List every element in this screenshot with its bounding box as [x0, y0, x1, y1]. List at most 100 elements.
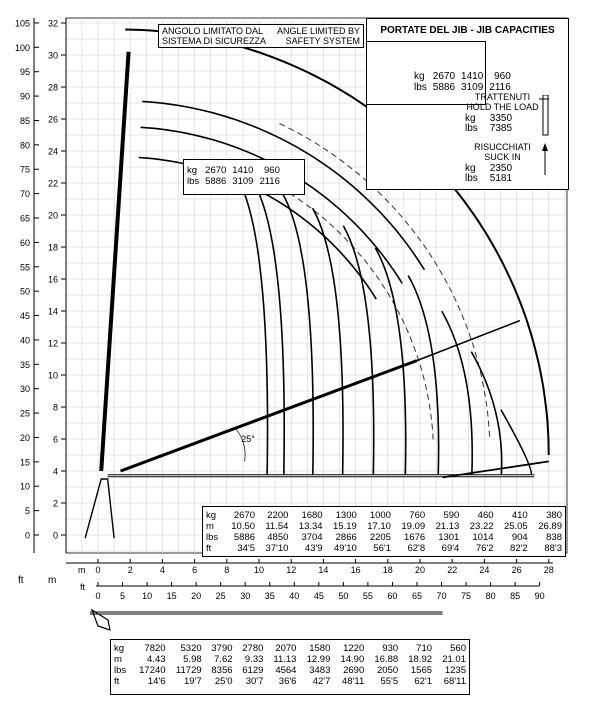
ft-tick-label: 40 [20, 335, 30, 345]
bottom-unit-ft: ft [114, 676, 120, 687]
hold-load-block: TRATTENUTI HOLD THE LOAD kg 3350 lbs 738… [465, 92, 540, 134]
hold-lbs-unit: lbs [465, 123, 478, 134]
x-m-tick-label: 16 [351, 565, 361, 575]
ft-tick-label: 90 [20, 92, 30, 102]
main-cell-ft: 34'5 [237, 543, 256, 554]
bottom-cell-ft: 36'6 [278, 676, 297, 687]
bottom-cell-m: 9.33 [244, 654, 264, 665]
x-m-tick-label: 22 [447, 565, 457, 575]
bottom-cell-ft: 14'6 [147, 676, 166, 687]
x-m-tick-label: 28 [544, 565, 554, 575]
base-crane-head [90, 608, 111, 631]
main-cell-ft: 76'2 [475, 543, 494, 554]
unit-lbs: lbs [414, 82, 427, 93]
bottom-cell-lbs: 2690 [343, 665, 365, 676]
inner-unit-kg: kg [187, 165, 198, 176]
horizontal-jib [442, 460, 549, 479]
capacity-curve [282, 193, 315, 476]
m-tick-label: 4 [53, 467, 58, 477]
bottom-cell-kg: 5320 [180, 643, 202, 654]
x-m-tick-label: 10 [254, 565, 264, 575]
x-m-tick-label: 26 [512, 565, 522, 575]
m-tick-label: 32 [48, 19, 58, 29]
main-cell-ft: 56'1 [373, 543, 391, 554]
capacity-curve [407, 275, 440, 476]
inner-lbs-3: 2116 [259, 176, 280, 187]
bottom-cell-m: 7.62 [214, 654, 233, 665]
main-cell-ft: 88'3 [544, 543, 562, 554]
main-cell-m: 19.09 [401, 521, 426, 532]
x-m-tick-label: 8 [224, 565, 229, 575]
m-tick-label: 2 [53, 499, 58, 509]
bottom-cell-m: 5.98 [183, 654, 202, 665]
bottom-cell-kg: 1580 [309, 643, 331, 654]
bottom-cell-lbs: 8356 [211, 665, 233, 676]
x-ft-tick-label: 10 [142, 591, 152, 601]
ft-tick-label: 25 [20, 409, 30, 419]
main-cell-kg: 410 [511, 510, 528, 521]
bottom-cell-kg: 3790 [211, 643, 233, 654]
y-m-unit: m [48, 575, 56, 586]
capacity-curve [374, 247, 407, 476]
main-cell-ft: 49'10 [333, 543, 357, 554]
x-m-tick-label: 12 [286, 565, 296, 575]
bottom-cell-lbs: 4564 [275, 665, 297, 676]
inner-unit-lbs: lbs [187, 176, 200, 187]
x-m-tick-label: 14 [318, 565, 328, 575]
main-unit-ft: ft [206, 543, 212, 554]
main-cell-m: 26.89 [538, 521, 562, 532]
main-cell-m: 23.22 [469, 521, 494, 532]
ft-tick-label: 65 [20, 214, 30, 224]
suck-lbs: 5181 [489, 173, 513, 184]
bottom-cell-kg: 560 [450, 643, 466, 654]
x-ft-unit: ft [80, 582, 86, 592]
capacity-curve [253, 182, 286, 476]
ft-tick-label: 0 [25, 531, 30, 541]
bottom-cell-m: 4.43 [147, 654, 166, 665]
suck-kg-unit: kg [465, 163, 476, 174]
main-cell-ft: 62'8 [407, 543, 426, 554]
ft-tick-label: 15 [20, 457, 30, 467]
crane-drawing: 25° [84, 51, 549, 631]
x-ft-tick-label: 0 [95, 591, 100, 601]
bottom-cell-m: 14.90 [340, 654, 365, 665]
main-cell-lbs: 2205 [369, 532, 391, 543]
main-cell-lbs: 1014 [472, 532, 494, 543]
main-cell-kg: 380 [546, 510, 562, 521]
capacity-curve [342, 225, 375, 476]
dashed-reach-arc [277, 122, 491, 437]
note-en-line-2: SAFETY SYSTEM [285, 36, 360, 46]
bottom-cell-m: 11.13 [273, 654, 297, 665]
bottom-cell-lbs: 2050 [377, 665, 399, 676]
x-ft-tick-label: 30 [240, 591, 250, 601]
m-tick-label: 28 [48, 83, 58, 93]
hold-kg: 3350 [489, 113, 513, 124]
inner-arc-2 [140, 126, 403, 284]
suck-in-block: RISUCCHIATI SUCK IN kg 2350 lbs 5181 [465, 142, 540, 184]
bottom-cell-m: 12.99 [306, 654, 331, 665]
capacity-curve [500, 409, 533, 477]
m-tick-label: 26 [48, 115, 58, 125]
unit-kg: kg [414, 71, 425, 82]
capacity-curve [311, 207, 344, 476]
bottom-cell-lbs: 1235 [444, 665, 466, 676]
main-cell-ft: 37'10 [265, 543, 289, 554]
x-ft-tick-label: 60 [387, 591, 397, 601]
x-m-tick-label: 20 [415, 565, 425, 575]
jib-capacities-panel: PORTATE DEL JIB - JIB CAPACITIES kg 2670… [366, 18, 569, 190]
main-cell-lbs: 3704 [301, 532, 323, 543]
bottom-cell-ft: 25'0 [214, 676, 233, 687]
bottom-cell-ft: 19'7 [183, 676, 202, 687]
inner-lbs-1: 5886 [205, 176, 227, 187]
suck-kg: 2350 [489, 163, 513, 174]
main-cell-m: 13.34 [298, 521, 323, 532]
suck-label-1: RISUCCHIATI [474, 142, 531, 152]
inner-arc-1 [142, 100, 426, 271]
main-cell-lbs: 904 [511, 532, 528, 543]
crane-column [84, 478, 115, 539]
m-tick-label: 24 [48, 147, 58, 157]
ft-tick-label: 95 [20, 67, 30, 77]
x-ft-tick-label: 90 [535, 591, 545, 601]
ft-tick-label: 45 [20, 311, 30, 321]
inner-lbs-2: 3109 [232, 176, 254, 187]
